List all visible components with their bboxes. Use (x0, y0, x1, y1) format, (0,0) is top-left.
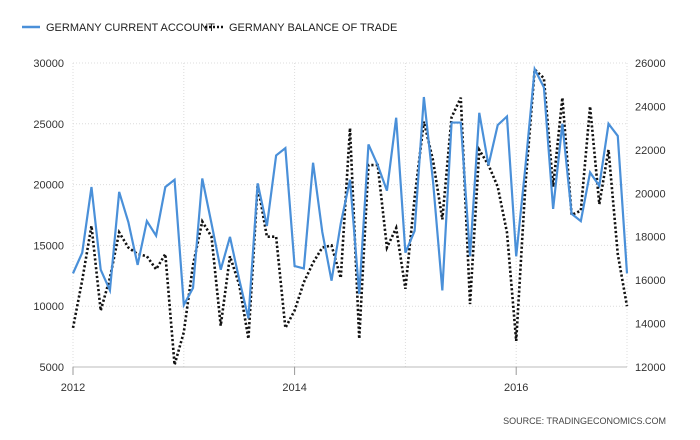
left-axis-ticks: 5000 10000 15000 20000 25000 30000 (33, 58, 64, 374)
x-tick-label: 2014 (282, 382, 306, 394)
y-right-tick-label: 24000 (635, 101, 666, 113)
y-right-tick-label: 14000 (635, 319, 666, 331)
legend[interactable]: GERMANY CURRENT ACCOUNT GERMANY BALANCE … (22, 22, 397, 34)
x-axis-ticks: 2012 2014 2016 (61, 367, 528, 394)
y-left-tick-label: 20000 (33, 180, 64, 192)
x-tick-label: 2012 (61, 382, 85, 394)
y-right-tick-label: 20000 (635, 188, 666, 200)
y-left-tick-label: 30000 (33, 58, 64, 70)
series-line-current-account (71, 65, 629, 319)
series-layer (71, 65, 629, 366)
grid (72, 62, 628, 368)
series-line-balance-of-trade (71, 66, 629, 366)
y-right-tick-label: 22000 (635, 145, 666, 157)
legend-label-balance-of-trade[interactable]: GERMANY BALANCE OF TRADE (229, 22, 397, 34)
x-tick-label: 2016 (504, 382, 528, 394)
legend-label-current-account[interactable]: GERMANY CURRENT ACCOUNT (46, 22, 215, 34)
right-axis-ticks: 12000 14000 16000 18000 20000 22000 24000 26000 (635, 58, 666, 374)
y-left-tick-label: 5000 (40, 362, 64, 374)
y-left-tick-label: 10000 (33, 301, 64, 313)
y-right-tick-label: 18000 (635, 232, 666, 244)
y-left-tick-label: 15000 (33, 240, 64, 252)
source-credit[interactable]: SOURCE: TRADINGECONOMICS.COM (503, 416, 666, 426)
y-right-tick-label: 16000 (635, 275, 666, 287)
y-left-tick-label: 25000 (33, 119, 64, 131)
y-right-tick-label: 26000 (635, 58, 666, 70)
y-right-tick-label: 12000 (635, 362, 666, 374)
